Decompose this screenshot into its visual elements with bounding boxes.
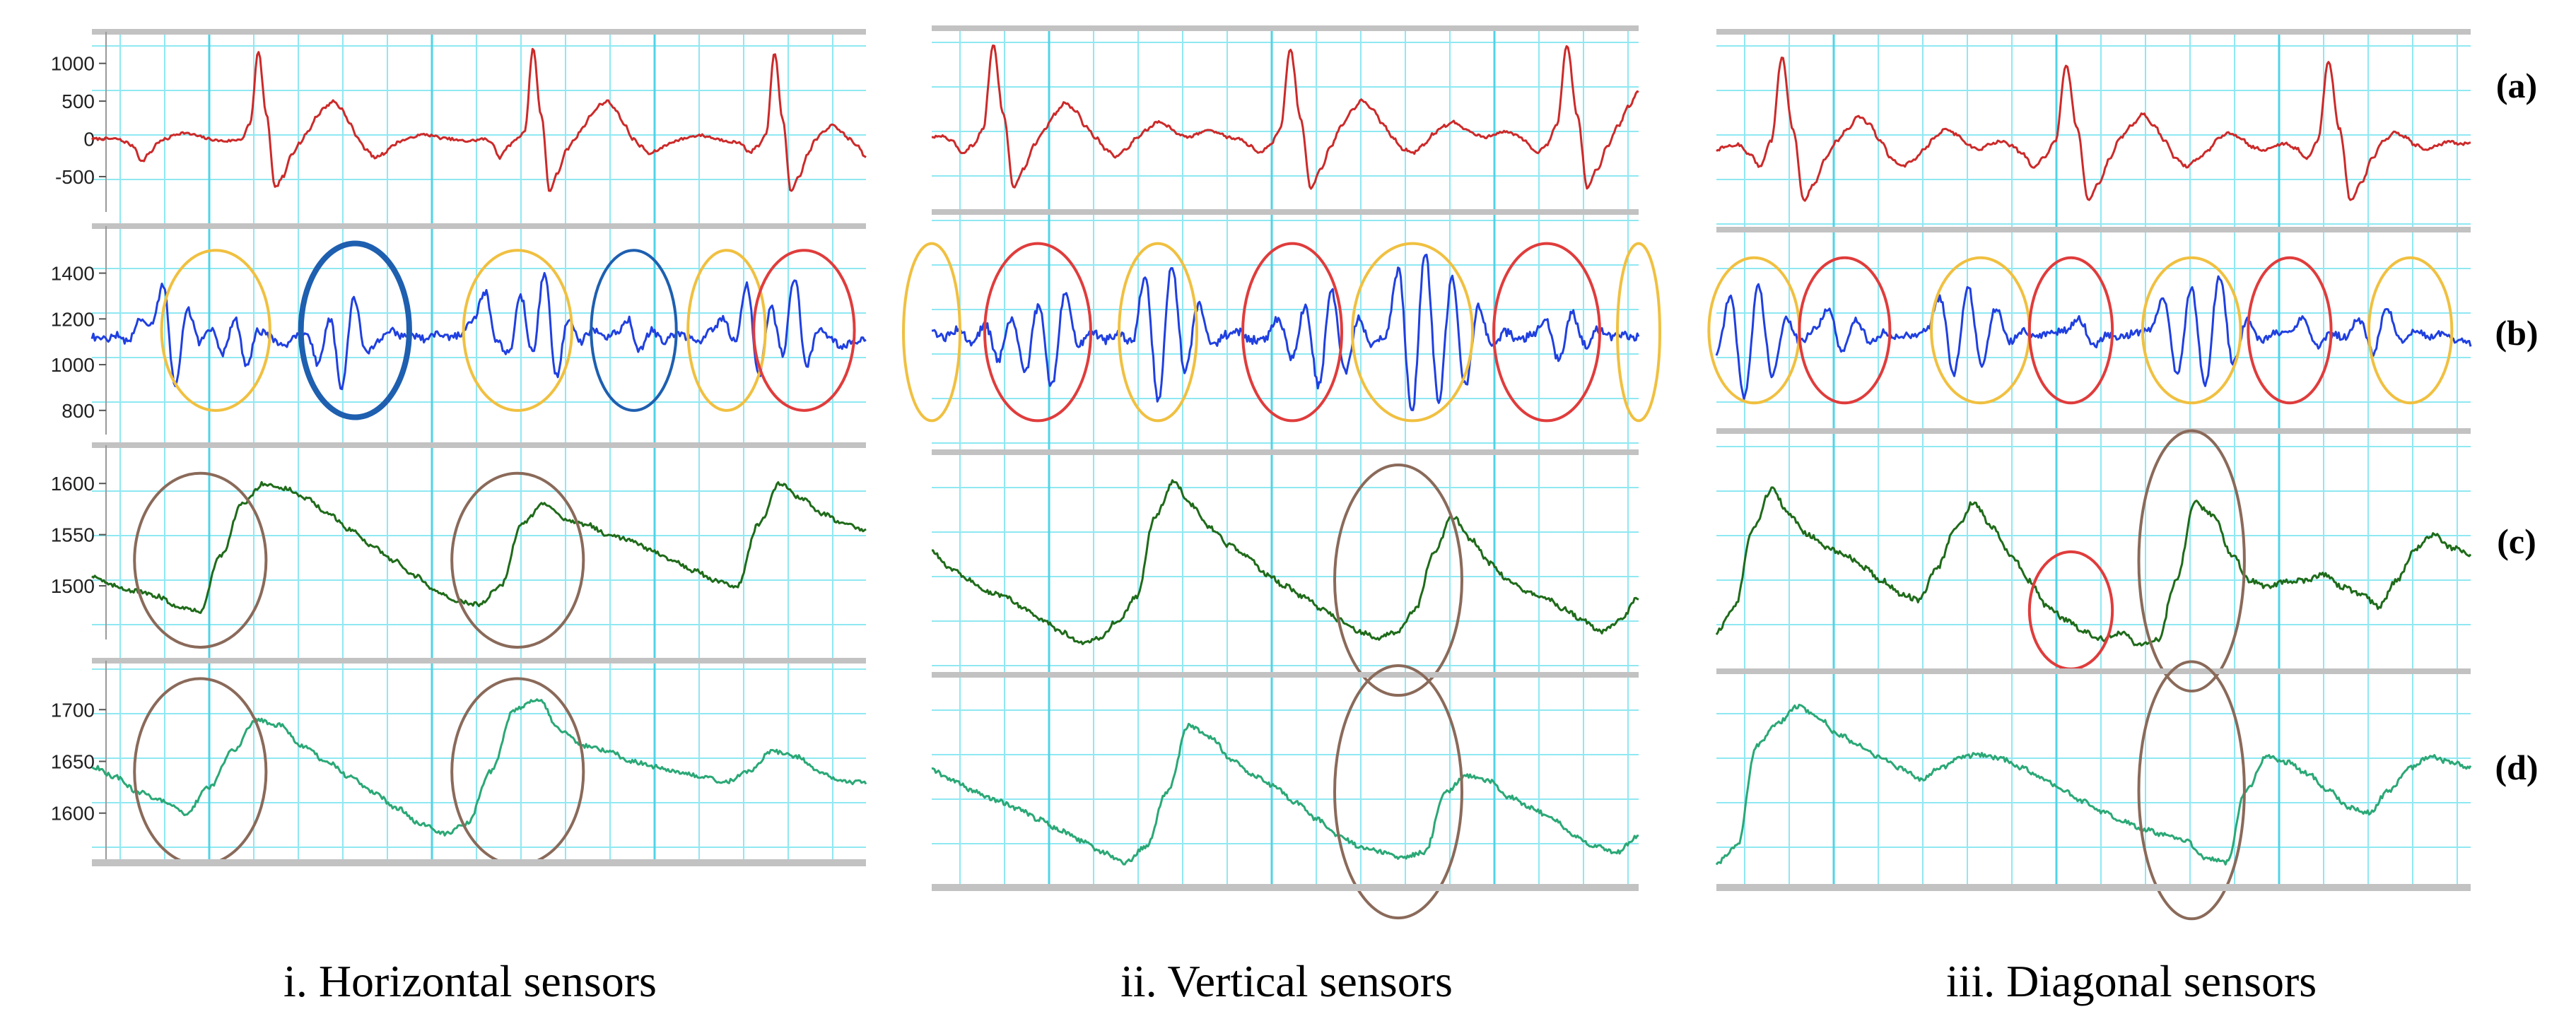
y-tick-label: 1400 <box>51 263 95 285</box>
row-label-d: (d) <box>2495 748 2538 787</box>
annotation-ellipse <box>2027 256 2114 405</box>
y-tick-label: 0 <box>83 129 95 151</box>
y-tick-label: 1600 <box>51 803 95 825</box>
row-separator <box>1716 29 2471 35</box>
row-b-panel-3 <box>1707 227 2472 405</box>
panel-bottom-frame <box>92 859 866 866</box>
annotation-ellipse <box>752 249 856 412</box>
y-tick-label: 1650 <box>51 751 95 773</box>
annotation-ellipse <box>1492 242 1601 423</box>
annotation-ellipse <box>590 249 678 412</box>
row-a-panel-1: 1000 500 0 -500 <box>51 29 867 212</box>
row-c-panel-1: 1600 1550 1500 <box>51 442 867 649</box>
annotation-ellipse <box>1118 242 1198 423</box>
row-separator <box>1716 668 2471 674</box>
row-d-panel-2 <box>931 664 1639 920</box>
series-line-c <box>91 480 867 614</box>
row-separator <box>932 209 1639 215</box>
row-separator <box>92 658 866 664</box>
panel-1: 10005000-5001400120010008001600155015001… <box>51 29 867 866</box>
series-line-b <box>1715 275 2472 401</box>
annotation-ellipse <box>1798 256 1892 405</box>
y-tick-label: 1500 <box>51 575 95 597</box>
row-b-panel-1: 1400 1200 1000 800 <box>51 223 867 435</box>
row-a-panel-2 <box>932 25 1639 190</box>
row-label-c: (c) <box>2497 521 2536 561</box>
annotation-ellipse <box>2367 256 2454 405</box>
panel-caption-2: ii. Vertical sensors <box>1120 956 1453 1006</box>
annotation-ellipse <box>2141 256 2242 405</box>
row-d-panel-3 <box>1715 660 2472 921</box>
panel-bottom-frame <box>932 884 1639 891</box>
row-separator <box>932 672 1639 678</box>
annotation-ellipse <box>983 242 1092 423</box>
row-c-panel-2 <box>931 449 1639 697</box>
y-tick-label: 1550 <box>51 524 95 546</box>
y-tick-label: 800 <box>62 400 95 422</box>
annotation-ellipse <box>1616 242 1661 423</box>
series-line-a <box>1716 57 2471 202</box>
panel-caption-3: iii. Diagonal sensors <box>1946 956 2317 1006</box>
row-a-panel-3 <box>1716 29 2471 202</box>
series-line-b <box>90 271 867 391</box>
annotation-ellipse <box>133 471 268 649</box>
row-separator <box>92 223 866 229</box>
annotation-ellipse <box>902 242 961 423</box>
series-line-d <box>931 722 1639 866</box>
series-line-c <box>931 479 1639 646</box>
row-separator <box>1716 428 2471 434</box>
annotation-ellipse <box>1333 664 1463 920</box>
annotation-ellipse <box>1333 464 1463 697</box>
panel-grid <box>1716 32 2471 887</box>
annotation-ellipse <box>2247 256 2333 405</box>
y-tick-label: 1600 <box>51 473 95 495</box>
annotation-ellipse <box>462 249 573 412</box>
annotation-ellipse <box>1351 242 1474 423</box>
panel-bottom-frame <box>1716 884 2471 891</box>
row-label-b: (b) <box>2495 313 2538 353</box>
annotation-ellipse <box>2137 429 2246 693</box>
annotation-ellipse <box>2137 660 2246 921</box>
series-line-a <box>932 45 1639 190</box>
y-tick-label: 1200 <box>51 308 95 330</box>
series-line-d <box>91 698 867 837</box>
y-tick-label: 1000 <box>51 53 95 75</box>
annotation-ellipse <box>686 249 767 412</box>
series-line-c <box>1715 486 2472 647</box>
series-line-d <box>1715 703 2472 866</box>
panel-grid <box>932 28 1639 887</box>
y-tick-label: 1000 <box>51 354 95 376</box>
panel-background <box>932 28 1639 887</box>
row-separator <box>932 25 1639 31</box>
panel-3 <box>1707 29 2472 921</box>
annotation-ellipse <box>450 471 585 649</box>
y-tick-label: -500 <box>55 166 95 188</box>
series-line-a <box>90 47 867 192</box>
row-separator <box>92 442 866 448</box>
row-separator <box>1716 227 2471 232</box>
annotation-ellipse <box>160 249 271 412</box>
panel-caption-1: i. Horizontal sensors <box>283 956 657 1006</box>
annotation-ellipse <box>298 240 412 420</box>
panel-2 <box>902 25 1661 920</box>
row-b-panel-2 <box>902 209 1661 423</box>
y-tick-label: 500 <box>62 90 95 112</box>
row-separator <box>92 29 866 35</box>
series-line-b <box>931 254 1640 411</box>
annotation-ellipse <box>1241 242 1343 423</box>
row-label-a: (a) <box>2496 66 2537 105</box>
row-separator <box>932 449 1639 455</box>
y-tick-label: 1700 <box>51 699 95 721</box>
